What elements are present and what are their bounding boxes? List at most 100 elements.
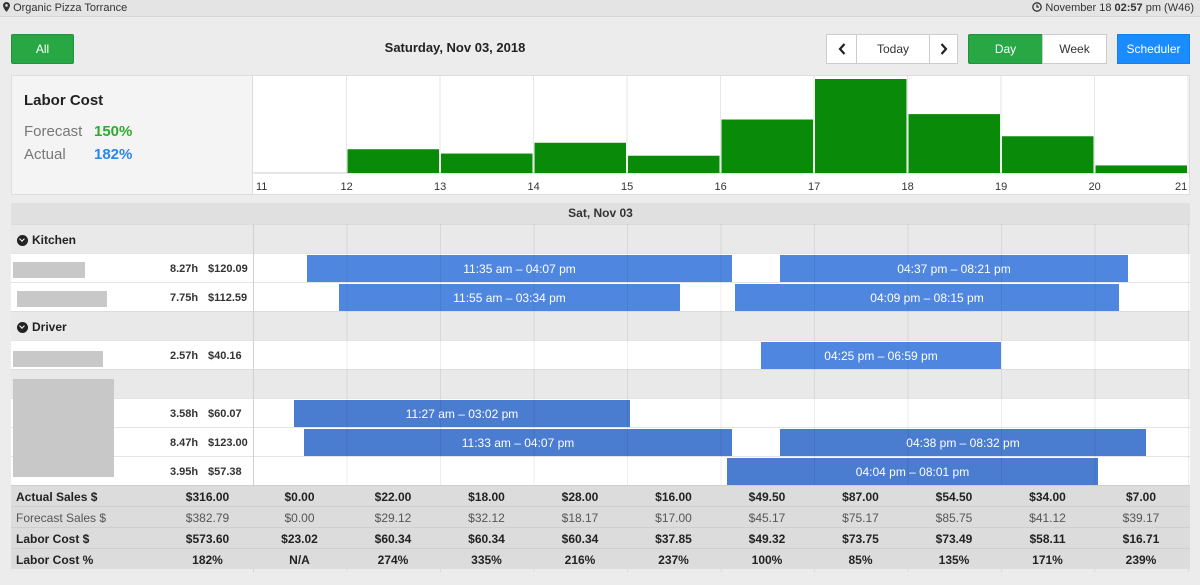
shift-bar[interactable]: 04:04 pm – 08:01 pm xyxy=(727,458,1098,485)
summary-row-label: Labor Cost % xyxy=(16,553,94,567)
next-button[interactable] xyxy=(929,34,958,64)
employee-cost: $123.00 xyxy=(208,437,248,449)
summary-cell: 239% xyxy=(1125,553,1157,567)
summary-cell: $7.00 xyxy=(1125,490,1157,504)
summary-cell: $45.17 xyxy=(748,511,786,525)
chart-bar xyxy=(1002,136,1094,173)
summary-cell: $0.00 xyxy=(284,490,315,504)
section-kitchen[interactable]: Kitchen xyxy=(11,224,1190,253)
week-view-button[interactable]: Week xyxy=(1042,34,1107,64)
chart-tick-label: 20 xyxy=(1089,181,1101,193)
chart-tick-label: 16 xyxy=(715,181,727,193)
prev-button[interactable] xyxy=(826,34,857,64)
shift-bar[interactable]: 04:25 pm – 06:59 pm xyxy=(761,342,1001,369)
summary-cell: $37.85 xyxy=(655,532,692,546)
summary-cell: $39.17 xyxy=(1122,511,1160,525)
shift-bar[interactable]: 11:33 am – 04:07 pm xyxy=(304,429,732,456)
shift-bar[interactable]: 04:38 pm – 08:32 pm xyxy=(780,429,1146,456)
chevron-left-icon xyxy=(838,43,845,55)
summary-cell: $49.50 xyxy=(748,490,786,504)
chart-tick-label: 13 xyxy=(434,181,446,193)
chart-tick-label: 14 xyxy=(528,181,540,193)
shift-bar[interactable]: 11:27 am – 03:02 pm xyxy=(294,400,630,427)
summary-cell: 237% xyxy=(658,553,689,567)
chart-tick-label: 18 xyxy=(902,181,914,193)
employee-cost: $120.09 xyxy=(208,263,248,275)
actual-value: 182% xyxy=(94,146,133,163)
employee-row: 3.95h $57.38 04:04 pm – 08:01 pm xyxy=(11,456,1190,485)
summary-cell: $49.32 xyxy=(748,532,786,546)
section-driver[interactable]: Driver xyxy=(11,311,1190,340)
summary-cell: $60.34 xyxy=(561,532,599,546)
chart-tick-label: 17 xyxy=(808,181,820,193)
summary-row: Actual Sales $ $316.00 $0.00 $22.00 $18.00 $2… xyxy=(11,485,1190,506)
summary-cell: $75.17 xyxy=(842,511,879,525)
forecast-label: Forecast xyxy=(24,123,83,140)
employee-hours: 8.27h xyxy=(170,263,199,275)
today-button[interactable]: Today xyxy=(856,34,930,64)
employee-cost: $60.07 xyxy=(208,408,242,420)
shift-bar[interactable]: 04:37 pm – 08:21 pm xyxy=(780,255,1128,282)
summary-cell: $18.00 xyxy=(468,490,505,504)
summary-cell: $22.00 xyxy=(374,490,412,504)
summary-cell: 135% xyxy=(938,553,970,567)
employee-hours: 2.57h xyxy=(170,350,199,362)
chart-bar xyxy=(534,142,626,173)
summary-cell: $16.00 xyxy=(655,490,692,504)
scheduler-button[interactable]: Scheduler xyxy=(1117,34,1190,64)
section-kitchen-title[interactable]: Kitchen xyxy=(17,233,76,247)
section-driver-title[interactable]: Driver xyxy=(17,320,67,334)
chart-tick-label: 12 xyxy=(341,181,353,193)
summary-cell: $28.00 xyxy=(561,490,599,504)
summary-cell: 85% xyxy=(848,553,873,567)
redacted-name xyxy=(13,262,85,278)
summary-cell: $17.00 xyxy=(655,511,692,525)
all-button[interactable]: All xyxy=(11,34,74,64)
summary-cell: $87.00 xyxy=(842,490,879,504)
employee-row: 8.47h $123.00 11:33 am – 04:07 pm 04:38 … xyxy=(11,427,1190,456)
summary-cell: $60.34 xyxy=(374,532,412,546)
summary-cell: $23.02 xyxy=(281,532,318,546)
sales-chart: 11 12 13 14 15 16 17 18 19 20 21 xyxy=(253,75,1190,195)
day-header: Sat, Nov 03 xyxy=(11,203,1190,224)
forecast-value: 150% xyxy=(94,123,133,140)
employee-row: 8.27h $120.09 11:35 am – 04:07 pm 04:37 … xyxy=(11,253,1190,282)
chevron-down-icon xyxy=(17,234,28,246)
summary-total: $316.00 xyxy=(185,490,230,504)
shift-bar[interactable]: 11:55 am – 03:34 pm xyxy=(339,284,680,311)
summary-cell: $34.00 xyxy=(1029,490,1066,504)
actual-label: Actual xyxy=(24,146,66,163)
employee-hours: 7.75h xyxy=(170,292,199,304)
summary-total: $382.79 xyxy=(185,511,230,525)
summary-cell: 171% xyxy=(1032,553,1063,567)
section-redacted[interactable] xyxy=(11,369,1190,398)
shift-bar[interactable]: 11:35 am – 04:07 pm xyxy=(307,255,732,282)
summary-cell: $29.12 xyxy=(374,511,412,525)
chevron-down-icon xyxy=(17,321,28,333)
summary-cell: $85.75 xyxy=(935,511,973,525)
chevron-right-icon xyxy=(940,43,947,55)
map-pin-icon xyxy=(3,2,10,12)
summary-row-label: Labor Cost $ xyxy=(16,532,90,546)
redacted-block xyxy=(13,379,114,477)
employee-cost: $57.38 xyxy=(208,466,242,478)
summary-cell: 100% xyxy=(751,553,783,567)
labor-cost-panel: Labor Cost Forecast 150% Actual 182% xyxy=(11,75,253,195)
clock-icon xyxy=(1032,2,1043,12)
employee-row: 3.58h $60.07 11:27 am – 03:02 pm xyxy=(11,398,1190,427)
summary-cell: $54.50 xyxy=(935,490,973,504)
day-view-button[interactable]: Day xyxy=(968,34,1043,64)
summary-row-label: Forecast Sales $ xyxy=(16,511,107,525)
summary-cell: N/A xyxy=(289,553,310,567)
shift-bar[interactable]: 04:09 pm – 08:15 pm xyxy=(735,284,1119,311)
chart-bar xyxy=(908,114,1000,173)
labor-cost-title: Labor Cost xyxy=(24,92,104,109)
sales-chart-svg: 11 12 13 14 15 16 17 18 19 20 21 xyxy=(253,76,1190,193)
summary-cell: 216% xyxy=(564,553,596,567)
summary-cell: $73.49 xyxy=(935,532,973,546)
chart-bar xyxy=(628,155,720,173)
chart-bar xyxy=(721,119,813,173)
location-name: Organic Pizza Torrance xyxy=(13,2,128,14)
redacted-name xyxy=(17,291,107,307)
summary-cell: 274% xyxy=(377,553,409,567)
